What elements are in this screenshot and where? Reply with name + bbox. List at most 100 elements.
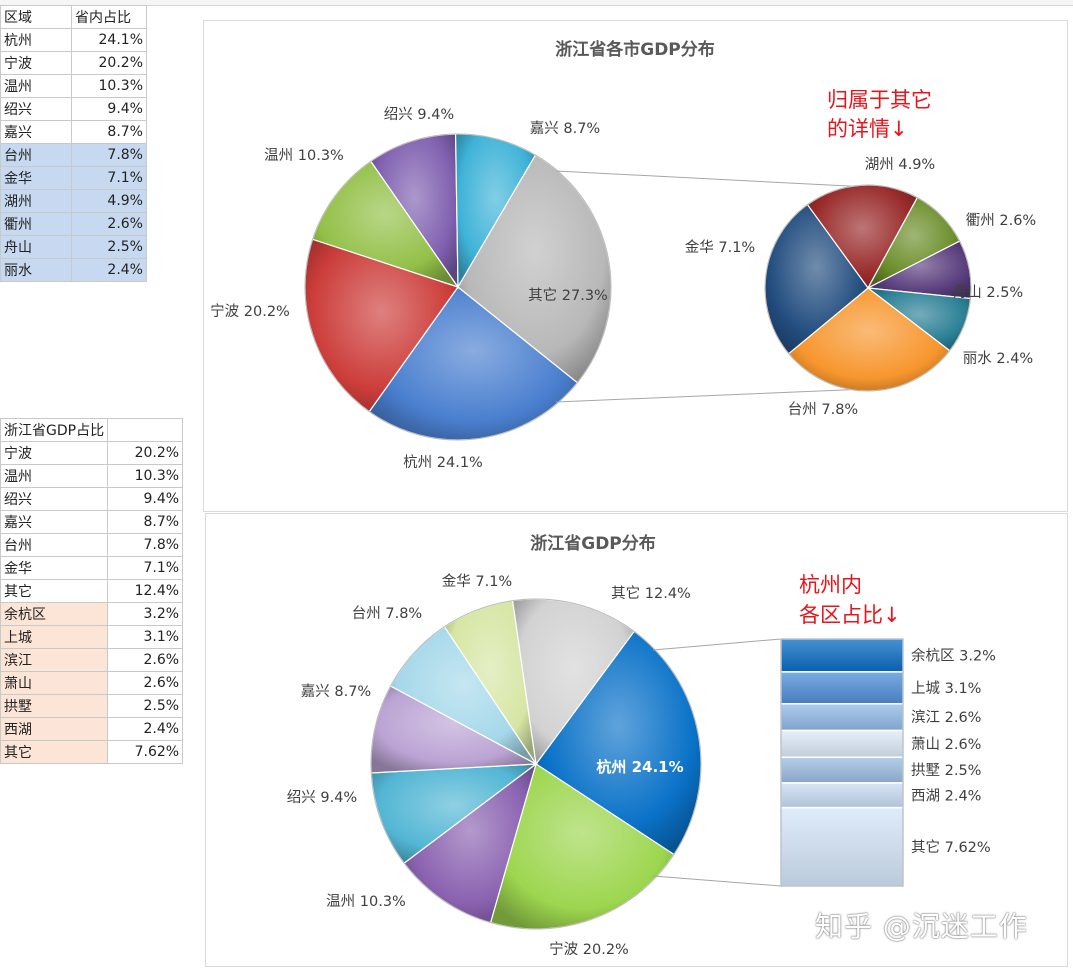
chart-panel-province-gdp[interactable]: 浙江省GDP分布 杭州 24.1% 宁波 20.2% 温州 10.3% 绍兴 9.4% 嘉… [205, 513, 1068, 967]
table-row: 温州 10.3% [0, 464, 184, 488]
table-cell[interactable]: 8.7% [107, 510, 184, 534]
bar-segment-5[interactable] [780, 782, 904, 809]
bar-segment-6[interactable] [780, 806, 904, 887]
slice-label: 绍兴 9.4% [287, 789, 357, 806]
chart-panel-city-gdp[interactable]: 浙江省各市GDP分布 杭州 24.1% 宁波 20.2% 温州 10.3% 绍兴 9.4… [203, 20, 1068, 512]
bar-segment-0[interactable] [780, 638, 904, 673]
table-cell[interactable]: 4.9% [71, 189, 147, 213]
table-cell[interactable] [107, 418, 184, 442]
table-cell[interactable]: 9.4% [107, 487, 184, 511]
table-row: 宁波 20.2% [0, 51, 147, 75]
table-cell[interactable]: 绍兴 [0, 487, 109, 511]
bar-segment-3[interactable] [780, 729, 904, 759]
table-cell[interactable]: 宁波 [0, 441, 109, 465]
table-cell[interactable]: 拱墅 [0, 694, 109, 718]
table-row: 嘉兴 8.7% [0, 510, 184, 534]
slice-label: 宁波 20.2% [549, 941, 629, 958]
table-cell[interactable]: 台州 [0, 533, 109, 557]
table-cell[interactable]: 萧山 [0, 671, 109, 695]
bar-segment-label: 西湖 2.4% [911, 787, 981, 804]
table-cell[interactable]: 金华 [0, 556, 109, 580]
table-row: 台州 7.8% [0, 533, 184, 557]
table-row: 嘉兴 8.7% [0, 120, 147, 144]
table-row: 其它 12.4% [0, 579, 184, 603]
table-cell[interactable]: 2.4% [71, 258, 147, 282]
table-cell[interactable]: 绍兴 [0, 97, 72, 121]
slice-label: 台州 7.8% [352, 605, 422, 622]
table-cell[interactable]: 台州 [0, 143, 72, 167]
table-row: 金华 7.1% [0, 166, 147, 190]
watermark: 知乎 @沉迷工作 [815, 910, 1028, 943]
table-cell[interactable]: 20.2% [71, 51, 147, 75]
bar-segment-1[interactable] [780, 671, 904, 705]
table-cell[interactable]: 杭州 [0, 28, 72, 52]
province-gdp-share-table: 浙江省GDP占比 宁波 20.2% 温州 10.3% 绍兴 9.4% 嘉兴 8.7% 台州 7.8%… [0, 418, 184, 764]
table-cell[interactable]: 温州 [0, 74, 72, 98]
table-cell[interactable]: 24.1% [71, 28, 147, 52]
table-row: 余杭区 3.2% [0, 602, 184, 626]
table-cell[interactable]: 2.6% [71, 212, 147, 236]
table-cell[interactable]: 温州 [0, 464, 109, 488]
table-cell[interactable]: 7.62% [107, 740, 184, 764]
table-cell[interactable]: 20.2% [107, 441, 184, 465]
slice-label: 杭州 24.1% [403, 454, 483, 471]
table-cell[interactable]: 余杭区 [0, 602, 109, 626]
table-cell[interactable]: 9.4% [71, 97, 147, 121]
table-cell[interactable]: 2.5% [71, 235, 147, 259]
table-cell[interactable]: 2.6% [107, 671, 184, 695]
table-cell[interactable]: 10.3% [71, 74, 147, 98]
table-cell[interactable]: 嘉兴 [0, 510, 109, 534]
table-row: 温州 10.3% [0, 74, 147, 98]
table-cell[interactable]: 7.1% [107, 556, 184, 580]
table-row: 绍兴 9.4% [0, 97, 147, 121]
slice-label: 其它 27.3% [528, 286, 608, 304]
city-share-table: 区域 省内占比 杭州 24.1% 宁波 20.2% 温州 10.3% 绍兴 9.4% 嘉兴 8.7% 台… [0, 5, 147, 282]
table-cell[interactable]: 10.3% [107, 464, 184, 488]
annotation-line: 的详情↓ [827, 117, 908, 141]
chart-title: 浙江省各市GDP分布 [555, 39, 715, 60]
table-cell[interactable]: 12.4% [107, 579, 184, 603]
annotation-line: 各区占比↓ [799, 603, 901, 627]
table-cell[interactable]: 2.4% [107, 717, 184, 741]
table-cell[interactable]: 宁波 [0, 51, 72, 75]
table-cell[interactable]: 舟山 [0, 235, 72, 259]
table-cell[interactable]: 7.8% [107, 533, 184, 557]
table-cell[interactable]: 上城 [0, 625, 109, 649]
table-cell[interactable]: 8.7% [71, 120, 147, 144]
table-cell[interactable]: 其它 [0, 579, 109, 603]
secondary-slice-label: 衢州 2.6% [966, 212, 1036, 229]
table-cell[interactable]: 丽水 [0, 258, 72, 282]
table-row: 湖州 4.9% [0, 189, 147, 213]
slice-label: 宁波 20.2% [210, 303, 290, 320]
secondary-slice-label: 丽水 2.4% [963, 350, 1033, 367]
table-cell[interactable]: 其它 [0, 740, 109, 764]
table-cell[interactable]: 衢州 [0, 212, 72, 236]
table-cell[interactable]: 7.8% [71, 143, 147, 167]
table-cell[interactable]: 滨江 [0, 648, 109, 672]
table-cell[interactable]: 省内占比 [71, 5, 147, 29]
bar-segment-label: 拱墅 2.5% [911, 762, 981, 779]
table-cell[interactable]: 2.5% [107, 694, 184, 718]
table-row: 舟山 2.5% [0, 235, 147, 259]
table-cell[interactable]: 3.2% [107, 602, 184, 626]
slice-label: 嘉兴 8.7% [530, 120, 600, 137]
secondary-slice-label: 湖州 4.9% [865, 156, 935, 173]
table-cell[interactable]: 3.1% [107, 625, 184, 649]
secondary-slice-label: 台州 7.8% [788, 401, 858, 418]
bar-segment-4[interactable] [780, 756, 904, 784]
table-cell[interactable]: 嘉兴 [0, 120, 72, 144]
table-cell[interactable]: 浙江省GDP占比 [0, 418, 109, 442]
slice-label: 嘉兴 8.7% [301, 683, 371, 700]
table-cell[interactable]: 湖州 [0, 189, 72, 213]
table-row: 衢州 2.6% [0, 212, 147, 236]
annotation-line: 杭州内 [799, 573, 862, 597]
table-cell[interactable]: 7.1% [71, 166, 147, 190]
table-cell[interactable]: 金华 [0, 166, 72, 190]
bar-segment-2[interactable] [780, 703, 904, 732]
slice-label: 杭州 24.1% [596, 758, 683, 776]
table-row: 萧山 2.6% [0, 671, 184, 695]
table-cell[interactable]: 2.6% [107, 648, 184, 672]
table-cell[interactable]: 西湖 [0, 717, 109, 741]
table-cell[interactable]: 区域 [0, 5, 72, 29]
